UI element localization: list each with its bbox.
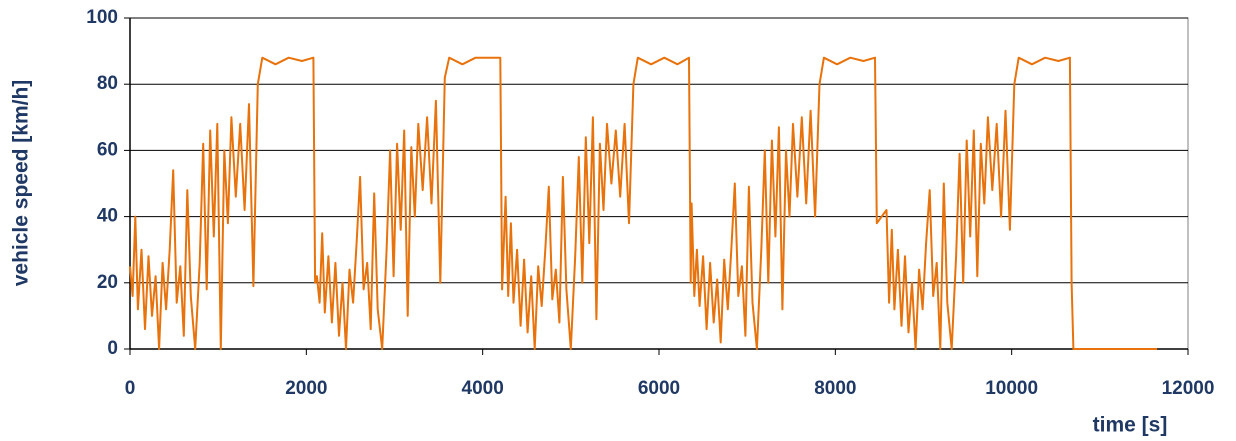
x-axis-label: time [s] bbox=[1093, 414, 1168, 437]
y-tick-label: 40 bbox=[97, 206, 118, 227]
y-axis-label: vehicle speed [km/h] bbox=[10, 80, 33, 287]
speed-line bbox=[129, 56, 1158, 350]
y-tick-label: 80 bbox=[97, 73, 118, 94]
y-tick-label: 0 bbox=[107, 338, 118, 359]
x-tick-label: 2000 bbox=[285, 378, 327, 399]
x-tick-label: 4000 bbox=[462, 378, 504, 399]
y-tick-label: 20 bbox=[97, 272, 118, 293]
x-tick-label: 6000 bbox=[638, 378, 680, 399]
x-tick-label: 10000 bbox=[985, 378, 1038, 399]
plot-frame bbox=[129, 17, 1189, 350]
x-tick-label: 0 bbox=[125, 378, 136, 399]
y-tick-label: 100 bbox=[86, 7, 118, 28]
x-tick-label: 8000 bbox=[814, 378, 856, 399]
y-tick-label: 60 bbox=[97, 139, 118, 160]
x-tick-label: 12000 bbox=[1162, 378, 1215, 399]
